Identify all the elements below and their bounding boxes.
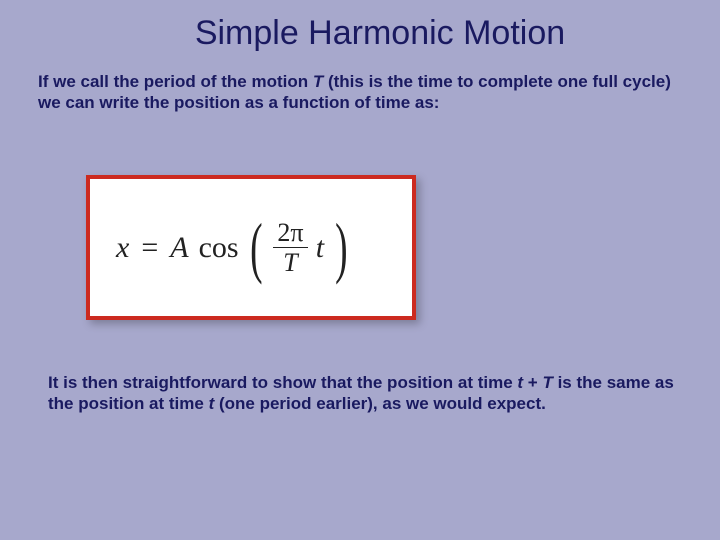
equation: x = A cos ( 2π T t ) (116, 219, 353, 277)
eq-A: A (170, 231, 188, 265)
eq-fraction: 2π T (273, 219, 307, 277)
para2-text-b: + (523, 373, 542, 392)
para2-text-d: (one period earlier), as we would expect… (214, 394, 546, 413)
para2-text-a: It is then straightforward to show that … (48, 373, 517, 392)
eq-equals: = (135, 231, 164, 265)
eq-den-T: T (273, 247, 307, 276)
eq-lparen: ( (250, 220, 262, 274)
eq-t: t (314, 231, 324, 265)
eq-num-2pi: 2π (273, 219, 307, 247)
para1-period-T: T (313, 72, 323, 91)
eq-cos: cos (195, 231, 239, 265)
intro-paragraph: If we call the period of the motion T (t… (0, 53, 720, 114)
para1-text-a: If we call the period of the motion (38, 72, 313, 91)
conclusion-paragraph: It is then straightforward to show that … (48, 372, 682, 415)
equation-box: x = A cos ( 2π T t ) (86, 175, 416, 320)
para2-T: T (542, 373, 552, 392)
eq-rparen: ) (335, 220, 347, 274)
slide-title: Simple Harmonic Motion (0, 0, 720, 53)
eq-x: x (116, 231, 129, 265)
